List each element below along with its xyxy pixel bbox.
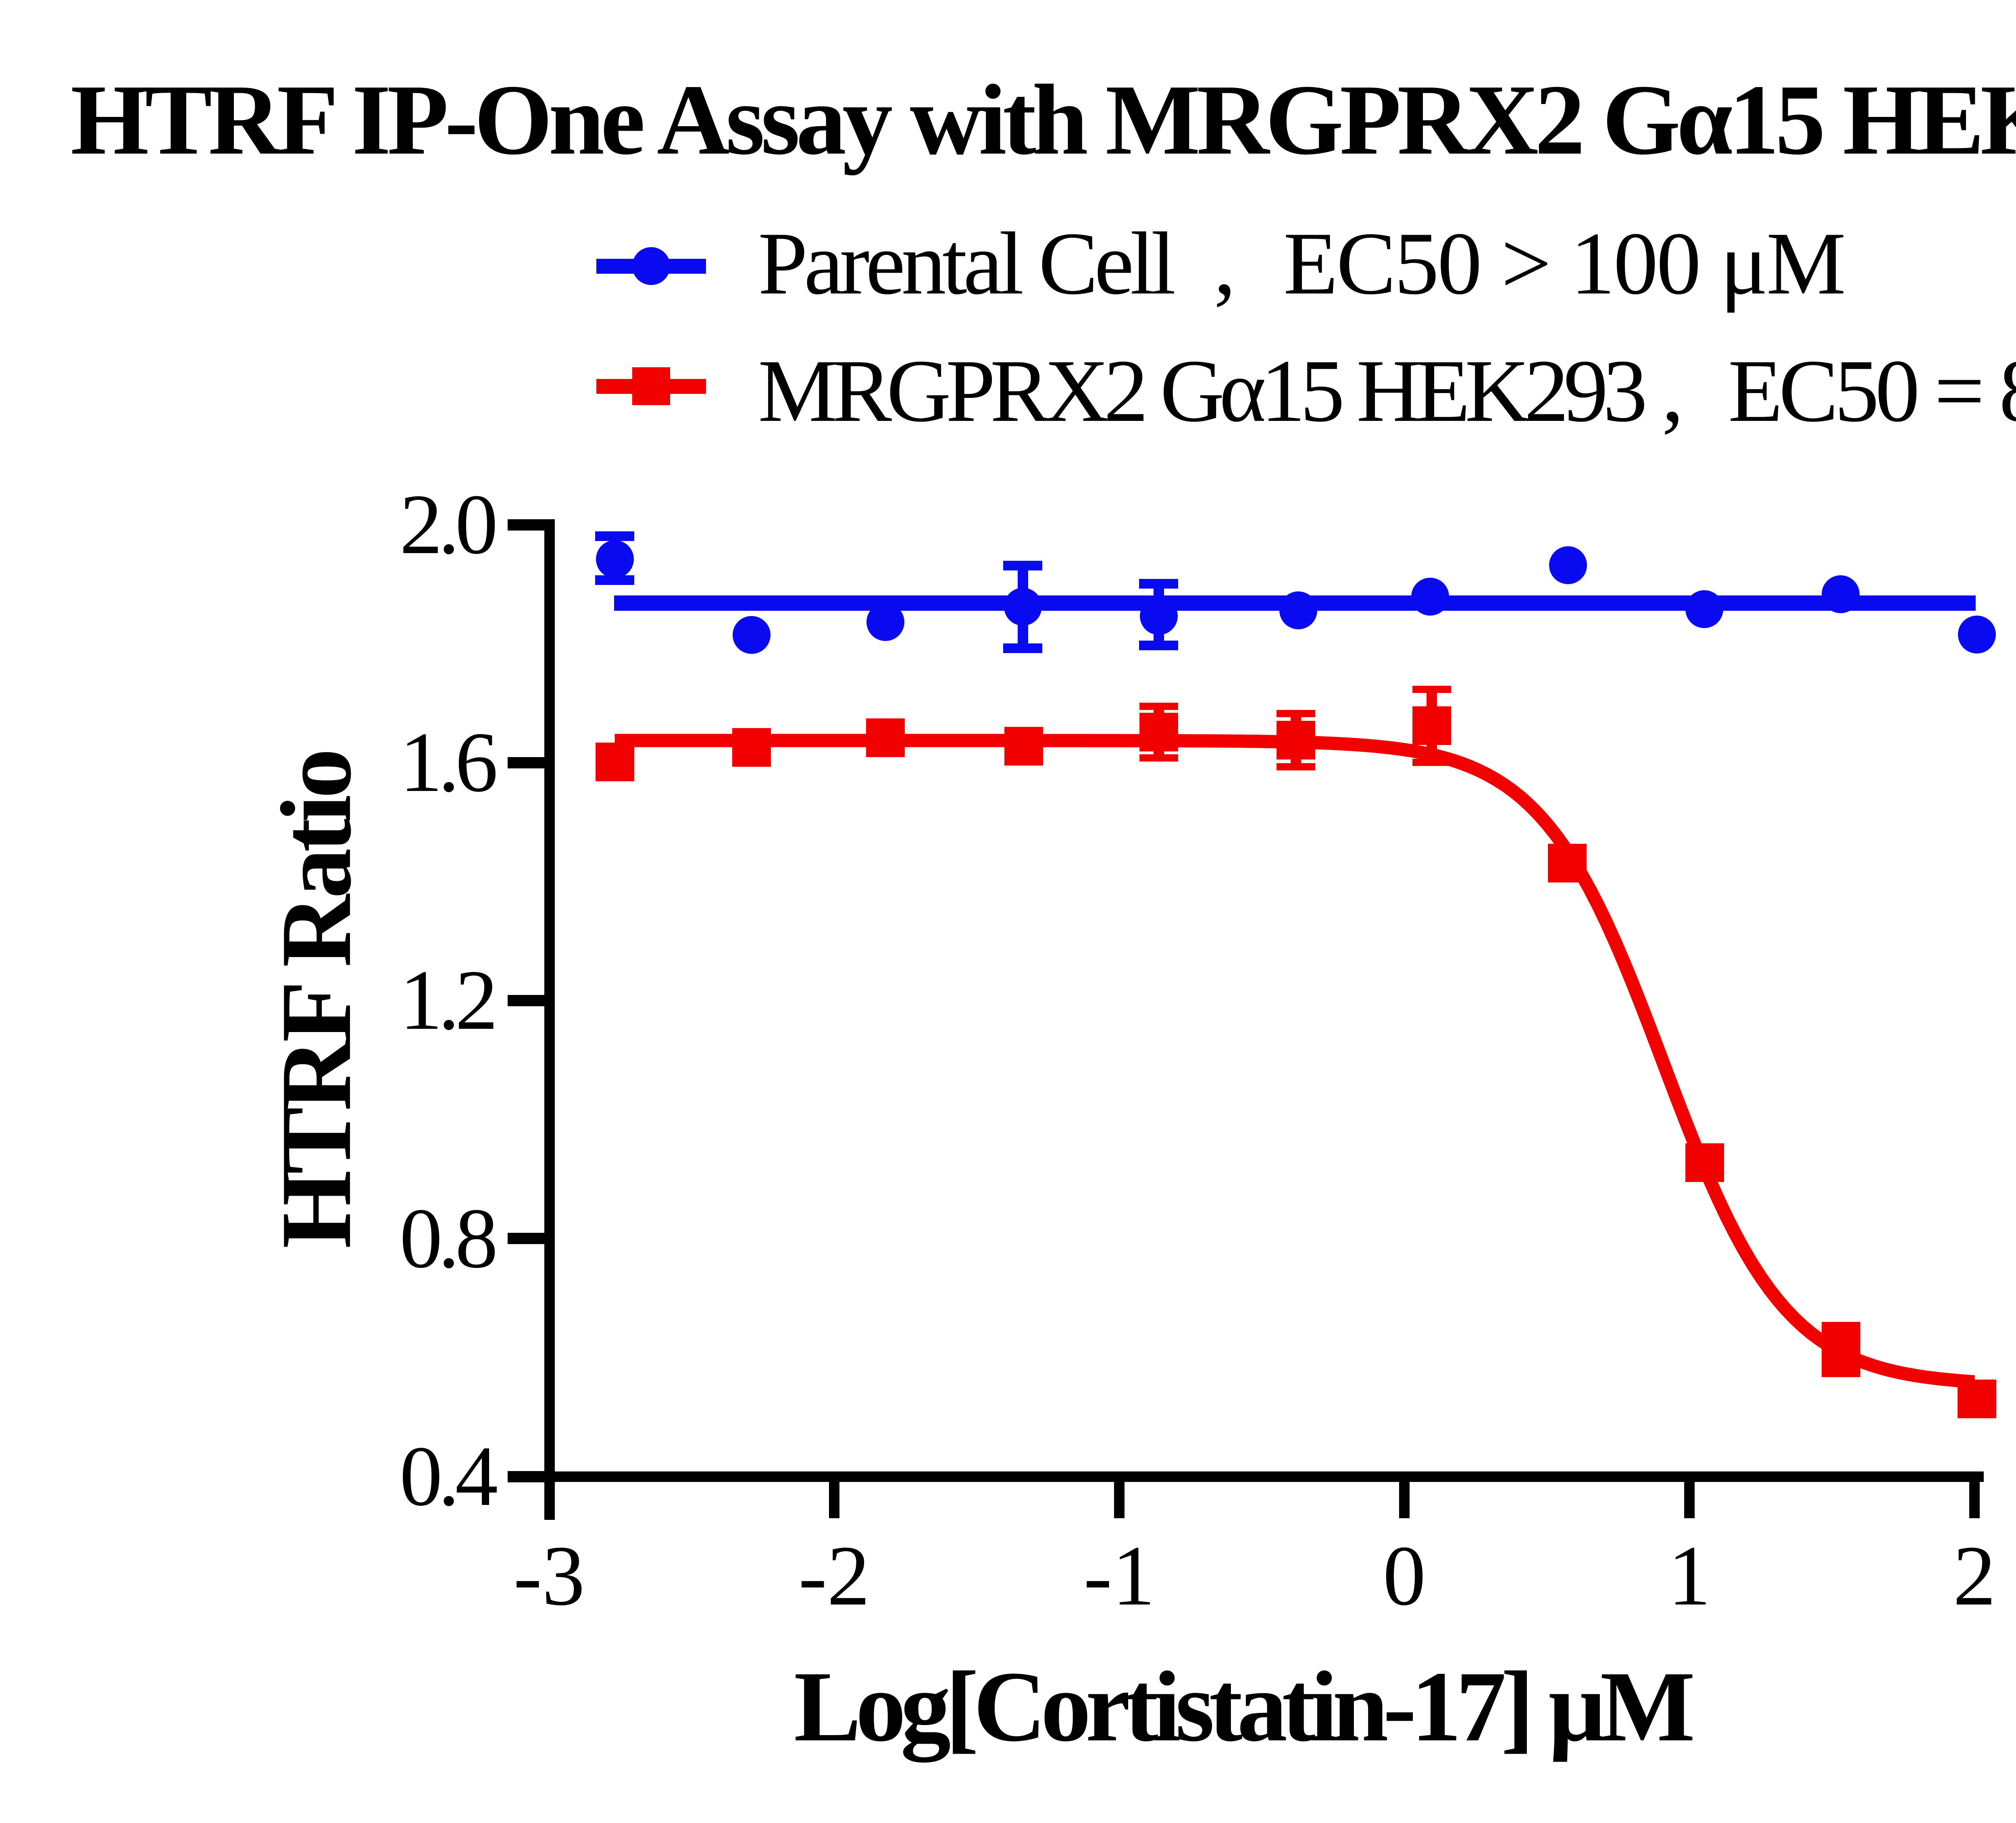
svg-text:1.2: 1.2 [400,953,494,1048]
svg-text:MRGPRX2 Gα15 HEK293,EC50 = 8.2: MRGPRX2 Gα15 HEK293,EC50 = 8.26 μM [758,341,2016,441]
svg-text:1.6: 1.6 [400,715,496,810]
svg-text:0.8: 0.8 [400,1191,495,1286]
svg-text:HTRF Ratio: HTRF Ratio [260,752,372,1249]
svg-text:-1: -1 [1083,1528,1155,1623]
svg-text:HTRF IP-One Assay with MRGPRX2: HTRF IP-One Assay with MRGPRX2 Gα15 HEK2… [71,64,2016,176]
svg-text:Parental Cell,EC50 > 100 μM: Parental Cell, EC50 > 100 μM [758,214,1844,313]
svg-text:2.0: 2.0 [400,477,495,572]
svg-text:-2: -2 [798,1528,870,1623]
svg-text:1: 1 [1668,1528,1711,1623]
svg-text:0: 0 [1383,1528,1426,1623]
svg-text:-3: -3 [513,1528,585,1623]
svg-text:0.4: 0.4 [400,1429,497,1524]
svg-text:2: 2 [1953,1528,1996,1623]
svg-text:Log[Cortistatin-17] μM: Log[Cortistatin-17] μM [794,1651,1693,1763]
